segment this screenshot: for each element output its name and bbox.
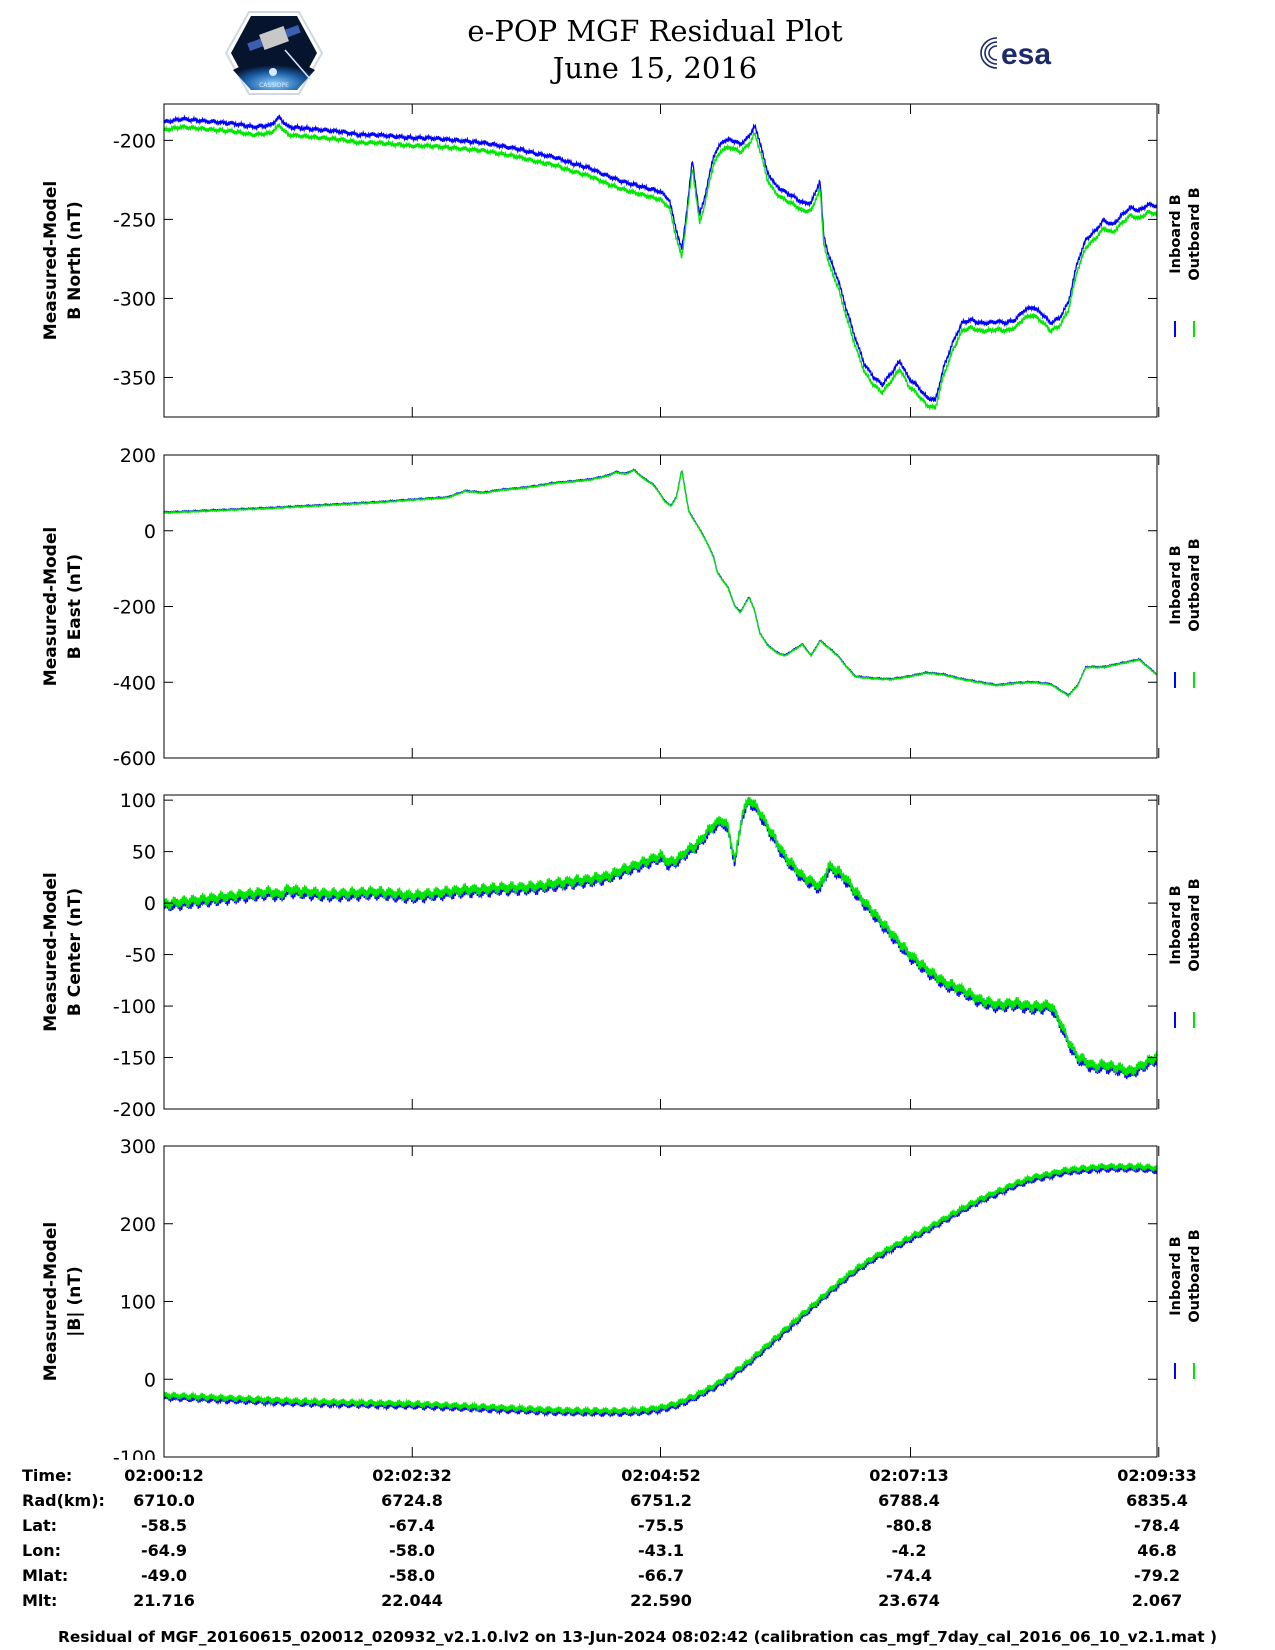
y-axis-label: B North (nT) — [65, 201, 85, 320]
table-cell: -43.1 — [637, 1541, 685, 1560]
series-line — [164, 469, 1158, 698]
y-tick-label: -600 — [113, 748, 156, 770]
footer-caption: Residual of MGF_20160615_020012_020932_v… — [57, 1628, 1217, 1646]
chart-panel-3: 100 50 0 -50 -100 -150 -200 Measured-Model B Cen… — [41, 790, 1203, 1121]
y-tick-label: 0 — [144, 893, 156, 915]
y-tick-label: -250 — [113, 209, 156, 231]
table-cell: 6788.4 — [878, 1491, 940, 1510]
plot-frame — [163, 794, 1158, 1110]
table-cell: 6724.8 — [381, 1491, 443, 1510]
y-tick-label: 0 — [144, 521, 156, 543]
table-row-label: Lat: — [22, 1516, 58, 1535]
y-tick-label: 100 — [120, 790, 156, 812]
table-cell: -74.4 — [885, 1566, 933, 1585]
cassiope-logo: CASSIOPE — [224, 10, 324, 96]
table-cell: -4.2 — [891, 1541, 927, 1560]
y-axis-label: |B| (nT) — [65, 1266, 85, 1337]
table-cell: 2.067 — [1131, 1591, 1183, 1610]
chart-subtitle-date: June 15, 2016 — [552, 51, 758, 85]
table-cell: -79.2 — [1133, 1566, 1181, 1585]
table-cell: -80.8 — [885, 1516, 933, 1535]
table-cell: 46.8 — [1137, 1541, 1177, 1560]
table-row-label: Time: — [22, 1466, 73, 1485]
table-cell: 02:00:12 — [124, 1466, 204, 1485]
orbit-info-table: Time: 02:00:12 02:02:32 02:04:52 02:07:13 02:… — [0, 1466, 1275, 1616]
y-axis-label: Measured-Model — [41, 527, 61, 686]
y-tick-label: -400 — [113, 672, 156, 694]
table-cell: 6710.0 — [133, 1491, 195, 1510]
table-cell: -78.4 — [1133, 1516, 1181, 1535]
table-cell: -75.5 — [637, 1516, 685, 1535]
table-row-label: Mlt: — [22, 1591, 58, 1610]
chart-panel-1: -200 -250 -300 -350 Measured-Model B North (n… — [41, 103, 1203, 418]
table-cell: 02:07:13 — [869, 1466, 949, 1485]
plot-frame — [163, 454, 1158, 759]
table-cell: -67.4 — [388, 1516, 436, 1535]
series-line — [163, 123, 1158, 411]
table-cell: 23.674 — [878, 1591, 940, 1610]
table-row-label: Lon: — [22, 1541, 61, 1560]
y-tick-label: -200 — [113, 1099, 156, 1121]
table-cell: 6835.4 — [1126, 1491, 1188, 1510]
legend-label: Outboard B — [1187, 538, 1203, 631]
table-cell: 02:04:52 — [621, 1466, 701, 1485]
y-tick-label: -150 — [113, 1048, 156, 1070]
table-row-label: Mlat: — [22, 1566, 69, 1585]
y-axis-label: Measured-Model — [41, 181, 61, 340]
y-tick-label: -100 — [113, 1447, 156, 1460]
y-tick-label: 100 — [120, 1292, 156, 1314]
esa-logo-text: esa — [1001, 38, 1051, 71]
legend-label: Inboard B — [1168, 885, 1184, 964]
y-tick-label: 50 — [132, 842, 156, 864]
y-tick-label: -350 — [113, 367, 156, 389]
y-tick-label: -200 — [113, 130, 156, 152]
table-row-label: Rad(km): — [22, 1491, 105, 1510]
table-cell: -58.0 — [388, 1541, 436, 1560]
legend-label: Outboard B — [1187, 878, 1203, 971]
legend-label: Inboard B — [1168, 545, 1184, 624]
table-cell: -66.7 — [637, 1566, 685, 1585]
series-line — [163, 468, 1158, 697]
y-tick-label: 200 — [120, 445, 156, 467]
header: CASSIOPE e-POP MGF Residual Plot June 15… — [0, 0, 1275, 100]
y-tick-label: -300 — [113, 288, 156, 310]
y-axis-label: Measured-Model — [41, 872, 61, 1031]
legend-label: Outboard B — [1187, 1229, 1203, 1322]
legend-label: Inboard B — [1168, 1236, 1184, 1315]
y-tick-label: 200 — [120, 1214, 156, 1236]
table-cell: -58.0 — [388, 1566, 436, 1585]
table-cell: 22.044 — [381, 1591, 443, 1610]
series-line — [163, 797, 1158, 1080]
y-axis-label: B Center (nT) — [65, 888, 85, 1016]
y-tick-label: -100 — [113, 996, 156, 1018]
chart-title: e-POP MGF Residual Plot — [467, 14, 843, 48]
table-cell: -58.5 — [140, 1516, 188, 1535]
series-line — [163, 797, 1158, 1077]
plot-frame — [163, 103, 1158, 418]
chart-panel-2: 200 0 -200 -400 -600 Measured-Model B East (nT… — [41, 445, 1203, 770]
table-cell: 21.716 — [133, 1591, 195, 1610]
table-cell: -64.9 — [140, 1541, 188, 1560]
y-axis-label: Measured-Model — [41, 1222, 61, 1381]
y-axis-label: B East (nT) — [65, 554, 85, 659]
table-cell: 02:09:33 — [1117, 1466, 1197, 1485]
y-tick-label: 0 — [144, 1369, 156, 1391]
table-cell: -49.0 — [140, 1566, 188, 1585]
y-tick-label: 300 — [120, 1136, 156, 1158]
legend-label: Inboard B — [1168, 194, 1184, 273]
y-tick-label: -200 — [113, 597, 156, 619]
esa-logo: esa — [975, 34, 1090, 72]
table-cell: 02:02:32 — [372, 1466, 452, 1485]
series-line — [163, 1163, 1158, 1418]
series-line — [163, 114, 1158, 403]
cassiope-logo-text: CASSIOPE — [259, 82, 289, 89]
table-cell: 22.590 — [630, 1591, 692, 1610]
legend-label: Outboard B — [1187, 187, 1203, 280]
chart-panel-4: 300 200 100 0 -100 Measured-Model |B| (nT) Inbo… — [41, 1136, 1203, 1460]
table-cell: 6751.2 — [630, 1491, 692, 1510]
y-tick-label: -50 — [125, 945, 156, 967]
series-line — [163, 1161, 1158, 1417]
